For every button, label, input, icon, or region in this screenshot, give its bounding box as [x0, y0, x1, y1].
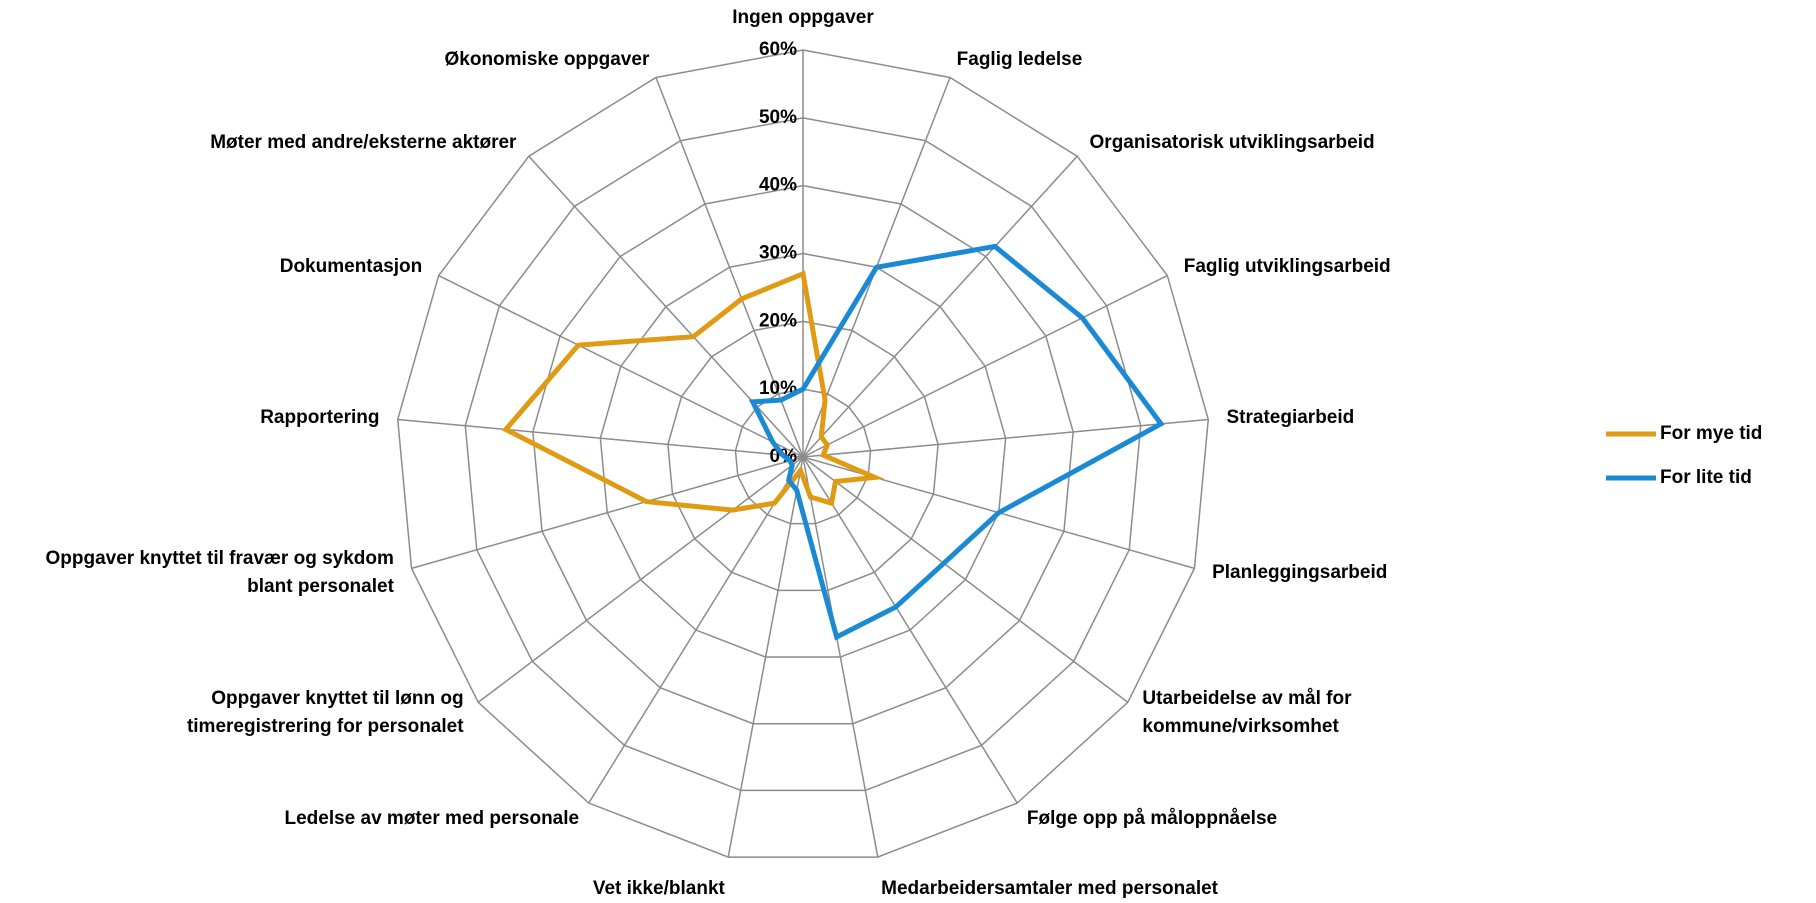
grid-ring — [532, 184, 1074, 725]
spoke — [655, 77, 804, 458]
category-label: Faglig ledelse — [956, 49, 1083, 71]
tick-label: 10% — [759, 378, 797, 399]
spoke — [438, 274, 804, 458]
spoke — [802, 456, 879, 858]
grid-ring — [464, 117, 1142, 792]
spoke — [802, 274, 1168, 458]
category-label: Oppgaver knyttet til lønn og timeregistr… — [186, 688, 464, 738]
chart: 0%10%20%30%40%50%60% — [396, 39, 1656, 858]
legend-label: For mye tid — [1660, 423, 1763, 444]
spoke — [397, 418, 804, 458]
grid-ring — [599, 252, 1007, 658]
category-label: Strategiarbeid — [1226, 406, 1355, 428]
category-label: Ledelse av møter med personale — [284, 807, 580, 829]
category-label: Vet ikke/blankt — [592, 878, 725, 900]
grid-ring — [667, 320, 939, 592]
spoke — [588, 456, 804, 804]
category-label: Økonomiske oppgaver — [444, 49, 650, 71]
spoke — [528, 155, 804, 458]
spoke — [802, 456, 1018, 804]
grid-ring — [734, 388, 872, 525]
category-label: Utarbeidelse av mål for kommune/virksomh… — [1142, 688, 1352, 738]
spoke — [477, 456, 804, 703]
spoke — [802, 155, 1078, 458]
spoke — [802, 456, 1129, 703]
category-label: Møter med andre/eksterne aktører — [210, 131, 517, 153]
category-label: Rapportering — [260, 406, 380, 428]
category-label: Ingen oppgaver — [732, 6, 874, 28]
category-label: Medarbeidersamtaler med personalet — [881, 878, 1218, 900]
series-line — [501, 270, 885, 513]
series-line — [748, 243, 1165, 641]
category-label: Faglig utviklingsarbeid — [1183, 256, 1391, 278]
grid-ring — [396, 49, 1210, 858]
tick-label: 30% — [759, 243, 797, 264]
legend-label: For lite tid — [1660, 467, 1752, 488]
category-label: Følge opp på måloppnåelse — [1026, 807, 1278, 829]
category-label: Planleggingsarbeid — [1212, 562, 1388, 584]
tick-label: 50% — [759, 107, 797, 128]
tick-label: 20% — [759, 310, 797, 331]
page: {"chart_data": {"type": "radar", "catego… — [45, 6, 1763, 900]
spoke — [802, 418, 1209, 458]
spoke — [411, 456, 804, 570]
category-label: Dokumentasjon — [279, 256, 423, 278]
category-label: Organisatorisk utviklingsarbeid — [1089, 131, 1375, 153]
tick-label: 40% — [759, 175, 797, 196]
tick-label: 60% — [759, 39, 797, 60]
spoke — [727, 456, 804, 858]
category-label: Oppgaver knyttet til fravær og sykdom bl… — [45, 548, 394, 598]
